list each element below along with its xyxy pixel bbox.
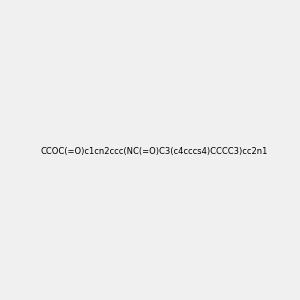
Text: CCOC(=O)c1cn2ccc(NC(=O)C3(c4cccs4)CCCC3)cc2n1: CCOC(=O)c1cn2ccc(NC(=O)C3(c4cccs4)CCCC3)… bbox=[40, 147, 267, 156]
